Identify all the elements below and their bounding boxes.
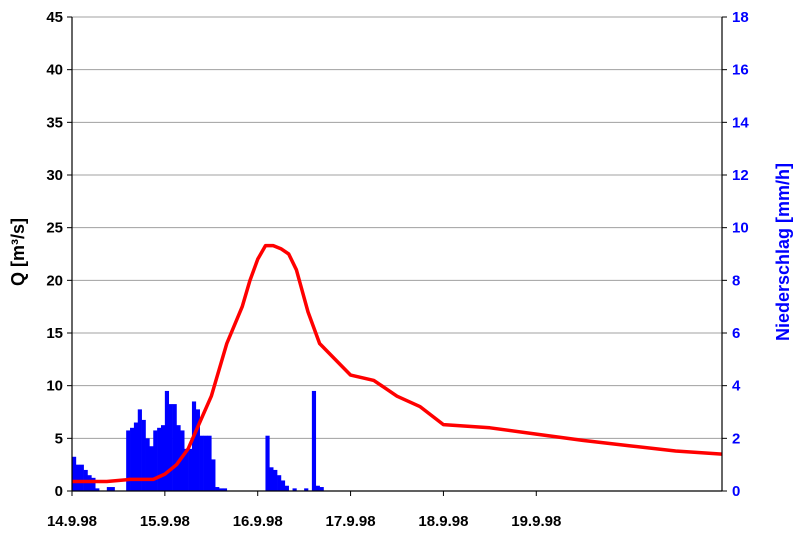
y-left-tick-label: 45 [46,9,63,26]
y-right-tick-label: 14 [732,114,749,131]
x-tick-label: 15.9.98 [140,513,190,530]
rain-bar [164,390,170,491]
y-right-tick-label: 0 [732,483,740,500]
x-axis-ticks: 14.9.98 15.9.98 16.9.98 17.9.98 18.9.98 19.9.… [47,491,561,530]
y-left-axis-title: Q [m³/s] [8,218,28,286]
rain-bar [133,422,139,491]
rain-bar [284,485,289,491]
rain-bar [265,435,270,491]
y-left-tick-label: 10 [46,378,63,395]
rain-bar [153,430,158,491]
rain-bar [195,409,200,491]
rain-bar [304,488,309,491]
rain-bar [315,485,320,491]
rain-bar [95,488,100,491]
y-right-tick-label: 16 [732,62,749,79]
rain-bar [168,404,173,491]
rain-bar [219,488,224,491]
y-right-tick-label: 2 [732,430,740,447]
rain-bar [106,487,111,491]
rain-bar [222,488,228,491]
rain-bar [75,464,81,491]
rain-bar [215,487,220,491]
rain-bar [184,448,189,491]
rain-bar [277,475,282,491]
y-right-tick-label: 10 [732,220,749,237]
rain-bar [79,464,84,491]
rain-bar [160,425,166,491]
y-left-tick-label: 0 [55,483,63,500]
y-left-tick-label: 5 [55,430,63,447]
rain-bar [157,427,162,491]
rain-bar [188,448,193,491]
rain-bar [191,401,197,491]
x-tick-label: 14.9.98 [47,513,97,530]
y-left-tick-label: 40 [46,62,63,79]
y-right-tick-label: 8 [732,272,740,289]
x-tick-label: 17.9.98 [326,513,376,530]
y-right-tick-label: 12 [732,167,749,184]
rain-bar [180,430,185,491]
rain-bar [207,435,212,491]
rain-bar [91,477,96,491]
x-tick-label: 18.9.98 [418,513,468,530]
discharge-line [72,243,723,484]
rain-bar [149,446,154,491]
y-left-tick-label: 25 [46,220,63,237]
rain-bar [126,430,131,491]
rain-bar [280,480,286,491]
rainfall-bars [72,390,324,491]
rain-bar [176,425,181,491]
y-left-tick-label: 15 [46,325,63,342]
rain-bar [110,487,115,491]
y-left-tick-label: 30 [46,167,63,184]
gridlines [72,16,722,439]
rain-bar [72,456,77,491]
rain-bar [141,419,146,491]
rain-bar [172,404,177,491]
y-right-ticks: 0 2 4 6 8 10 12 14 16 18 [722,9,749,500]
rain-bar [273,469,278,491]
y-left-tick-label: 35 [46,114,63,131]
axes [71,17,723,492]
x-tick-label: 16.9.98 [233,513,283,530]
rain-bar [130,427,135,491]
y-right-tick-label: 6 [732,325,740,342]
rain-bar [211,459,216,491]
y-left-ticks: 0 5 10 15 20 25 30 35 40 45 [46,9,72,500]
y-right-tick-label: 18 [732,9,749,26]
x-tick-label: 19.9.98 [511,513,561,530]
y-right-axis-title: Niederschlag [mm/h] [773,163,793,341]
y-left-tick-label: 20 [46,272,63,289]
rain-bar [292,488,297,491]
y-right-tick-label: 4 [732,378,741,395]
rain-bar [145,438,150,491]
rain-bar [203,435,208,491]
rain-bar [199,435,204,491]
rain-bar [137,409,142,491]
rain-bar [311,390,317,491]
rain-bar [319,487,324,491]
rain-bar [269,467,274,491]
